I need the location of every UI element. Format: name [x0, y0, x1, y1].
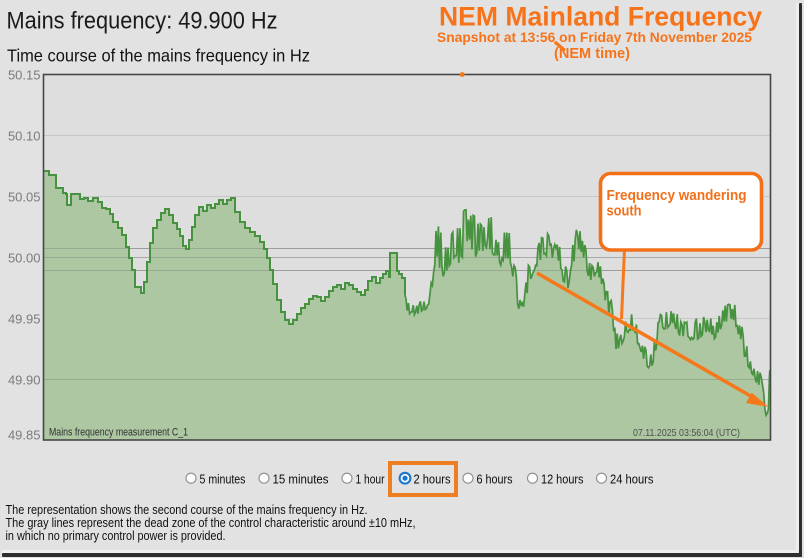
svg-text:24 hours: 24 hours — [610, 472, 654, 487]
svg-text:2 hours: 2 hours — [414, 472, 451, 487]
svg-text:49.85: 49.85 — [8, 428, 41, 443]
svg-text:Snapshot at 13:56 on Friday 7t: Snapshot at 13:56 on Friday 7th November… — [437, 29, 752, 45]
svg-text:Mains frequency measurement C_: Mains frequency measurement C_1 — [49, 427, 188, 439]
svg-text:south: south — [607, 203, 642, 220]
svg-text:5 minutes: 5 minutes — [200, 472, 246, 487]
svg-text:1 hour: 1 hour — [356, 472, 386, 487]
svg-text:(NEM time): (NEM time) — [554, 46, 630, 62]
svg-text:12 hours: 12 hours — [541, 472, 584, 487]
svg-text:The representation shows the s: The representation shows the second cour… — [6, 503, 368, 517]
svg-text:6 hours: 6 hours — [477, 472, 513, 487]
svg-text:49.95: 49.95 — [8, 312, 41, 327]
svg-text:The gray lines represent the d: The gray lines represent the dead zone o… — [6, 516, 416, 530]
svg-text:50.10: 50.10 — [8, 129, 41, 144]
svg-text:Frequency wandering: Frequency wandering — [607, 187, 747, 204]
svg-text:07.11.2025 03:56:04 (UTC): 07.11.2025 03:56:04 (UTC) — [633, 427, 740, 439]
svg-text:49.90: 49.90 — [8, 373, 41, 388]
svg-text:in which no primary control po: in which no primary control power is pro… — [6, 529, 226, 543]
svg-text:50.05: 50.05 — [8, 190, 41, 205]
svg-text:15 minutes: 15 minutes — [273, 472, 329, 487]
svg-text:50.15: 50.15 — [8, 68, 41, 83]
svg-text:NEM Mainland Frequency: NEM Mainland Frequency — [439, 1, 762, 31]
svg-text:Mains frequency: 49.900 Hz: Mains frequency: 49.900 Hz — [7, 7, 278, 34]
svg-text:50.00: 50.00 — [8, 251, 41, 266]
svg-text:Time course of the mains frequ: Time course of the mains frequency in Hz — [7, 46, 310, 66]
